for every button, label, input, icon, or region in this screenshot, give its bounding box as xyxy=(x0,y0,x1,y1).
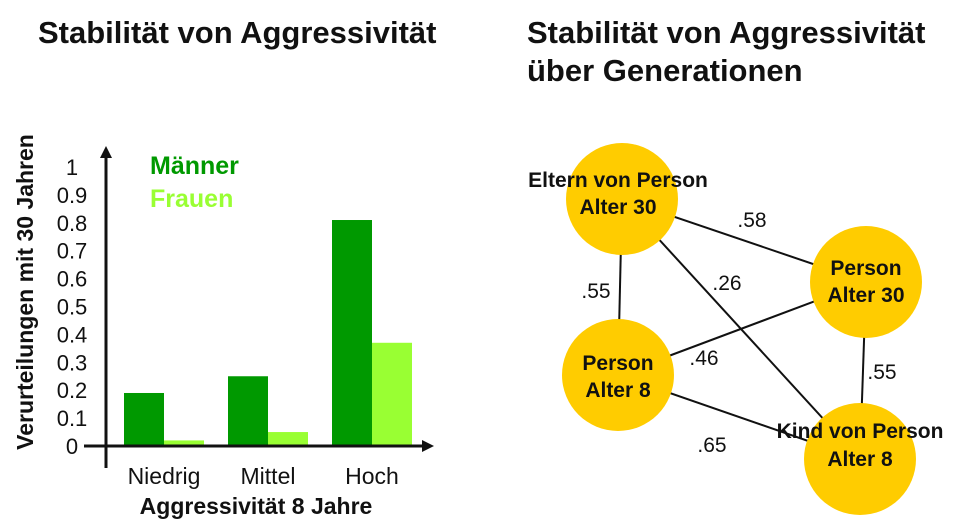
bar-frauen-niedrig xyxy=(164,440,204,446)
y-tick-label: 0.7 xyxy=(57,239,88,264)
left-title: Stabilität von Aggressivität xyxy=(38,15,437,50)
right-title: Stabilität von Aggressivität über Genera… xyxy=(527,14,963,90)
node-person8 xyxy=(562,319,674,431)
node-person30 xyxy=(810,226,922,338)
legend-frauen: Frauen xyxy=(150,185,233,213)
y-tick-label: 0.4 xyxy=(57,322,88,347)
y-tick-label: 0.1 xyxy=(57,406,88,431)
bars-group xyxy=(124,220,412,446)
node-label-line2: Alter 30 xyxy=(827,284,904,307)
edge-label: .26 xyxy=(712,272,741,295)
y-tick-label: 0.9 xyxy=(57,183,88,208)
node-label-line2: Alter 8 xyxy=(585,379,651,402)
node-kind8 xyxy=(804,403,916,515)
y-tick-label: 0.2 xyxy=(57,378,88,403)
bar-frauen-hoch xyxy=(372,342,412,446)
bar-chart: 0 0.1 0.2 0.3 0.40.5 0.6 0.7 0.8 0.9 1 Niedrig Mit… xyxy=(12,134,434,519)
right-title-line2: über Generationen xyxy=(527,53,803,88)
y-tick-labels: 0 0.1 0.2 0.3 0.40.5 0.6 0.7 0.8 0.9 1 xyxy=(57,155,88,459)
y-tick-label: 0.6 xyxy=(57,267,88,292)
edge-label: .55 xyxy=(581,280,610,303)
x-tick-label: Niedrig xyxy=(128,463,201,489)
node-label-line1: Eltern von Person xyxy=(528,169,708,192)
bar-mnner-hoch xyxy=(332,220,372,446)
right-title-line1: Stabilität von Aggressivität xyxy=(527,15,926,50)
bar-frauen-mittel xyxy=(268,432,308,446)
bar-mnner-mittel xyxy=(228,376,268,446)
bar-mnner-niedrig xyxy=(124,392,164,446)
y-tick-label: 1 xyxy=(66,155,78,180)
node-eltern xyxy=(566,143,678,255)
nodes-group: Eltern von Person Alter 30 Person Alter 30 P… xyxy=(528,143,943,515)
x-tick-label: Hoch xyxy=(345,463,399,489)
x-axis-label: Aggressivität 8 Jahre xyxy=(140,493,373,519)
node-label-line2: Alter 30 xyxy=(579,196,656,219)
node-label-line2: Alter 8 xyxy=(827,448,893,471)
legend-maenner: Männer xyxy=(150,152,239,180)
node-label-line1: Person xyxy=(830,257,901,280)
y-axis-label: Verurteilungen mit 30 Jahren xyxy=(12,134,38,450)
x-tick-label: Mittel xyxy=(241,463,296,489)
edge-label: .55 xyxy=(867,361,896,384)
x-tick-labels: Niedrig Mittel Hoch xyxy=(128,463,399,489)
y-tick-label: 0.3 xyxy=(57,350,88,375)
y-tick-label: 0.8 xyxy=(57,211,88,236)
y-tick-label: 0 xyxy=(66,434,78,459)
edge-labels-group: .58 .55 .26 .46 .55 .65 xyxy=(581,209,896,457)
edge-label: .65 xyxy=(697,434,726,457)
network-diagram: .58 .55 .26 .46 .55 .65 Eltern von Person Alte… xyxy=(528,143,943,515)
node-label-line1: Kind von Person xyxy=(777,420,944,443)
node-label-line1: Person xyxy=(582,352,653,375)
edge-label: .58 xyxy=(737,209,766,232)
edge-label: .46 xyxy=(689,347,718,370)
y-tick-label: 0.5 xyxy=(57,295,88,320)
